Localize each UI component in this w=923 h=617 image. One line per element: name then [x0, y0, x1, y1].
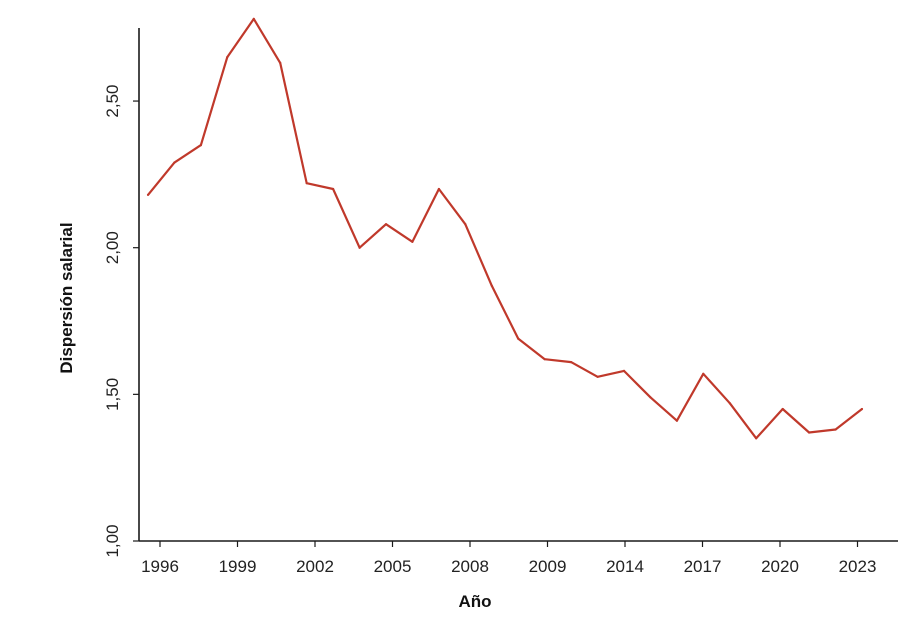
data-point: [860, 407, 864, 411]
x-tick-label: 2023: [839, 557, 877, 576]
data-point: [437, 187, 440, 191]
data-point: [570, 361, 573, 364]
data-point: [781, 407, 784, 411]
y-tick-label: 2,50: [103, 85, 122, 118]
x-tick-label: 1999: [219, 557, 257, 576]
x-axis-title: Año: [458, 592, 491, 611]
y-tick-label: 2,00: [103, 231, 122, 264]
data-point: [728, 402, 731, 405]
data-point: [173, 161, 176, 164]
data-point: [411, 240, 414, 243]
y-axis-title: Dispersión salarial: [57, 222, 76, 373]
data-point: [358, 246, 361, 249]
data-point: [490, 284, 493, 287]
y-tick-label: 1,00: [103, 524, 122, 557]
data-point: [332, 187, 335, 191]
series-line: [147, 17, 863, 440]
data-point: [252, 17, 255, 20]
data-point: [543, 358, 546, 361]
x-tick-label: 2017: [684, 557, 722, 576]
x-tick-label: 2008: [451, 557, 489, 576]
x-tick-label: 2002: [296, 557, 334, 576]
x-tick-label: 2020: [761, 557, 799, 576]
y-axis-ticks: 1,00 1,50 2,00 2,50: [103, 85, 139, 558]
data-point: [464, 223, 467, 226]
data-point: [596, 375, 599, 378]
x-tick-label: 1996: [141, 557, 179, 576]
data-point: [384, 223, 388, 226]
data-point: [755, 437, 758, 440]
data-points: [146, 17, 864, 440]
data-point: [675, 419, 679, 422]
x-tick-label: 2009: [529, 557, 567, 576]
data-point: [834, 428, 837, 431]
data-point: [226, 56, 229, 59]
data-point: [146, 193, 150, 196]
data-point: [305, 182, 308, 185]
x-tick-label: 2014: [606, 557, 644, 576]
data-point: [622, 369, 626, 372]
x-tick-label: 2005: [374, 557, 412, 576]
data-point: [199, 144, 202, 147]
data-point: [517, 337, 520, 340]
x-axis-ticks: 1996 1999 2002 2005 2008 2009 2014 2017 2020 2023: [141, 541, 876, 576]
data-point: [808, 431, 811, 434]
data-point: [649, 396, 652, 399]
data-point: [279, 61, 282, 64]
data-point: [702, 372, 705, 375]
y-tick-label: 1,50: [103, 378, 122, 411]
